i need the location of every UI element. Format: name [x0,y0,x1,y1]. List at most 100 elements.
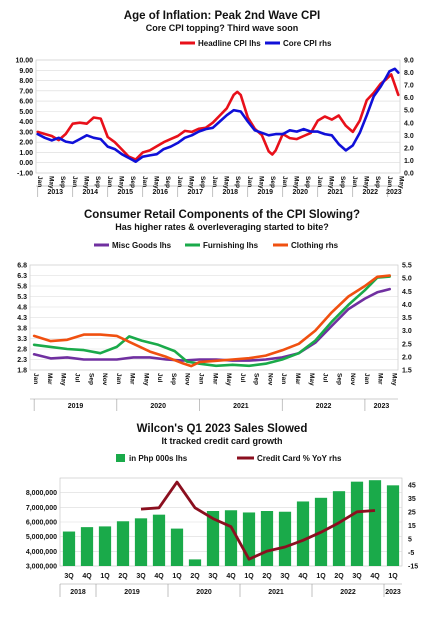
right-tick-label: 4.0 [402,302,412,309]
left-tick-label: -1.00 [17,171,33,178]
year-label: 2019 [68,403,84,410]
right-tick-label: 3.5 [402,315,412,322]
year-label: 2020 [150,403,166,410]
cpi-legend-core-label: Core CPI rhs [283,39,332,48]
quarter-tick-label: 2Q [334,573,344,580]
retail-left-axis: 1.8 2.3 2.8 3.3 3.8 4.3 4.8 5.3 5.8 6.3 6.8 [17,263,27,375]
sales-bar [224,510,238,566]
cpi-legend-headline-label: Headline CPI lhs [198,39,261,48]
sales-bar [134,518,148,566]
month-tick-label: May [60,373,67,386]
month-tick-label: Nov [266,373,273,386]
left-tick-label: 4.00 [19,119,33,126]
month-tick-label: Sep [339,176,346,188]
month-tick-label: Jan [351,176,358,187]
year-label: 2020 [292,189,308,196]
month-tick-label: Mar [294,373,301,385]
month-tick-label: Nov [101,373,108,386]
month-tick-label: May [117,176,124,189]
month-tick-label: Jan [106,176,113,187]
retail-grid [29,264,399,371]
month-tick-label: May [390,373,397,386]
left-tick-label: 4.3 [17,315,27,322]
month-tick-label: May [292,176,299,189]
retail-chart-subtitle: Has higher rates & overleveraging starte… [115,222,329,232]
quarter-tick-label: 3Q [352,573,362,580]
month-tick-label: Sep [59,176,66,188]
month-tick-label: May [327,176,334,189]
right-tick-label: 8.0 [404,70,414,77]
year-label: 2023 [374,403,390,410]
month-tick-label: May [187,176,194,189]
wilcon-series [140,480,376,561]
month-tick-label: Sep [234,176,241,188]
year-label: 2022 [340,589,356,596]
left-tick-label: 6.8 [17,263,27,270]
sales-bar [386,485,400,566]
wilcon-chart-subtitle: It tracked credit card growth [161,436,282,446]
right-tick-label: 2.0 [402,354,412,361]
year-label: 2016 [152,189,168,196]
month-tick-label: Mar [46,373,53,385]
month-tick-label: Jul [73,373,80,383]
cpi-series [36,67,400,163]
retail-legend-furnishing-label: Furnishing lhs [203,241,259,250]
month-tick-label: Jan [198,373,205,384]
month-tick-label: Nov [184,373,191,386]
right-tick-label: 3.0 [404,133,414,140]
right-tick-label: -15 [408,564,418,571]
month-tick-label: Sep [129,176,136,188]
right-tick-label: 35 [408,496,416,503]
year-label: 2013 [47,189,63,196]
quarter-tick-label: 4Q [82,573,92,580]
left-tick-label: 6,000,000 [26,520,57,527]
left-tick-label: 8,000,000 [26,490,57,497]
right-tick-label: 5 [408,536,412,543]
cpi-right-axis: 0.0 1.0 2.0 3.0 4.0 5.0 6.0 7.0 8.0 9.0 [404,58,414,178]
cpi-chart-subtitle: Core CPI topping? Third wave soon [146,23,299,33]
quarter-tick-label: 1Q [388,573,398,580]
sales-bar [350,481,364,566]
right-tick-label: 3.0 [402,328,412,335]
retail-right-axis: 1.5 2.0 2.5 3.0 3.5 4.0 4.5 5.0 5.5 [402,263,412,375]
quarter-tick-label: 3Q [64,573,74,580]
retail-series [32,274,391,368]
month-tick-label: May [257,176,264,189]
quarter-tick-label: 2Q [262,573,272,580]
sales-bar [206,511,220,566]
quarter-tick-label: 2Q [118,573,128,580]
credit-card-line [140,480,376,561]
wilcon-legend-cc-label: Credit Card % YoY rhs [257,454,342,463]
year-label: 2014 [82,189,98,196]
month-tick-label: Sep [374,176,381,188]
quarter-tick-label: 3Q [208,573,218,580]
right-tick-label: 4.0 [404,120,414,127]
right-tick-label: -5 [408,550,414,557]
year-label: 2018 [222,189,238,196]
quarter-tick-label: 1Q [244,573,254,580]
month-tick-label: May [82,176,89,189]
month-tick-label: May [47,176,54,189]
month-tick-label: Sep [199,176,206,188]
quarter-tick-label: 4Q [226,573,236,580]
wilcon-legend-sales-label: in Php 000s lhs [129,454,188,463]
month-tick-label: Sep [87,373,94,385]
month-tick-label: Jul [239,373,246,383]
sales-bar [80,527,94,566]
right-tick-label: 6.0 [404,95,414,102]
right-tick-label: 9.0 [404,58,414,65]
month-tick-label: Mar [377,373,384,385]
retail-legend-clothing-label: Clothing rhs [291,241,339,250]
left-tick-label: 2.00 [19,140,33,147]
month-tick-label: Sep [304,176,311,188]
wilcon-chart: Wilcon's Q1 2023 Sales Slowed It tracked… [26,423,418,597]
month-tick-label: Jan [115,373,122,384]
right-tick-label: 4.5 [402,289,412,296]
sales-bar [296,501,310,566]
sales-bar [188,559,202,566]
quarter-tick-label: 1Q [172,573,182,580]
month-tick-label: Jul [322,373,329,383]
month-tick-label: Sep [94,176,101,188]
quarter-tick-label: 2Q [190,573,200,580]
month-tick-label: Jan [246,176,253,187]
